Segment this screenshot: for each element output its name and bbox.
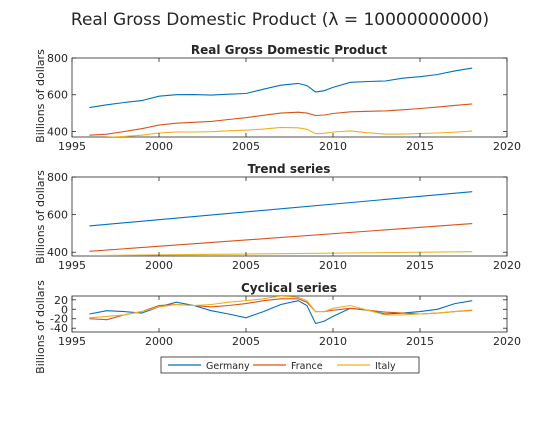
y-tick-label: -20 bbox=[50, 313, 68, 326]
axes-title: Trend series bbox=[248, 162, 331, 176]
x-tick-label: 1995 bbox=[58, 259, 86, 272]
axes-cyclical-series: Cyclical series Billions of dollars 1995… bbox=[34, 280, 521, 374]
x-tick-label: 2020 bbox=[493, 259, 521, 272]
x-tick-label: 2005 bbox=[232, 335, 260, 348]
series-line-france bbox=[89, 298, 473, 321]
x-tick-label: 2000 bbox=[145, 140, 173, 153]
axes-frame bbox=[71, 57, 508, 138]
x-tick-label: 2000 bbox=[145, 259, 173, 272]
x-tick-label: 2005 bbox=[232, 259, 260, 272]
y-tick-label: 600 bbox=[47, 209, 68, 222]
axes-real-gdp: Real Gross Domestic Product Billions of … bbox=[34, 43, 521, 153]
x-tick-label: 2010 bbox=[319, 335, 347, 348]
axes-trend-series: Trend series Billions of dollars 1995 200… bbox=[34, 162, 521, 272]
legend-label-germany: Germany bbox=[206, 361, 250, 372]
x-tick-label: 1995 bbox=[58, 335, 86, 348]
y-tick-label: -40 bbox=[50, 322, 68, 335]
x-tick-label: 2010 bbox=[319, 259, 347, 272]
y-axis-label: Billions of dollars bbox=[34, 170, 47, 264]
x-tick-label: 2020 bbox=[493, 140, 521, 153]
series-line-italy bbox=[89, 296, 473, 319]
x-tick-label: 2015 bbox=[406, 335, 434, 348]
axes-frame bbox=[71, 295, 508, 333]
legend-label-france: France bbox=[291, 361, 323, 372]
x-tick-label: 2015 bbox=[406, 259, 434, 272]
legend-box bbox=[160, 356, 420, 374]
y-tick-label: 400 bbox=[47, 246, 68, 259]
series-line-italy bbox=[89, 251, 473, 256]
y-axis-label: Billions of dollars bbox=[34, 49, 47, 143]
x-tick-label: 2015 bbox=[406, 140, 434, 153]
legend-label-italy: Italy bbox=[375, 361, 396, 372]
x-tick-label: 2005 bbox=[232, 140, 260, 153]
axes-title: Cyclical series bbox=[241, 281, 337, 295]
y-tick-label: 600 bbox=[47, 89, 68, 102]
x-tick-label: 2020 bbox=[493, 335, 521, 348]
x-tick-label: 2000 bbox=[145, 335, 173, 348]
y-tick-label: 0 bbox=[61, 303, 68, 316]
y-tick-label: 20 bbox=[54, 294, 68, 307]
legend: Germany France Italy bbox=[160, 356, 420, 374]
y-axis-label: Billions of dollars bbox=[34, 280, 47, 374]
axes-frame bbox=[71, 176, 508, 257]
y-tick-label: 400 bbox=[47, 125, 68, 138]
y-tick-label: 800 bbox=[47, 52, 68, 65]
x-tick-label: 1995 bbox=[58, 140, 86, 153]
series-line-france bbox=[89, 103, 473, 136]
series-line-france bbox=[89, 223, 473, 252]
axes-title: Real Gross Domestic Product bbox=[191, 43, 388, 57]
y-tick-label: 800 bbox=[47, 171, 68, 184]
x-tick-label: 2010 bbox=[319, 140, 347, 153]
series-line-germany bbox=[89, 67, 473, 109]
figure-title: Real Gross Domestic Product (λ = 1000000… bbox=[71, 10, 489, 30]
series-line-germany bbox=[89, 191, 473, 227]
